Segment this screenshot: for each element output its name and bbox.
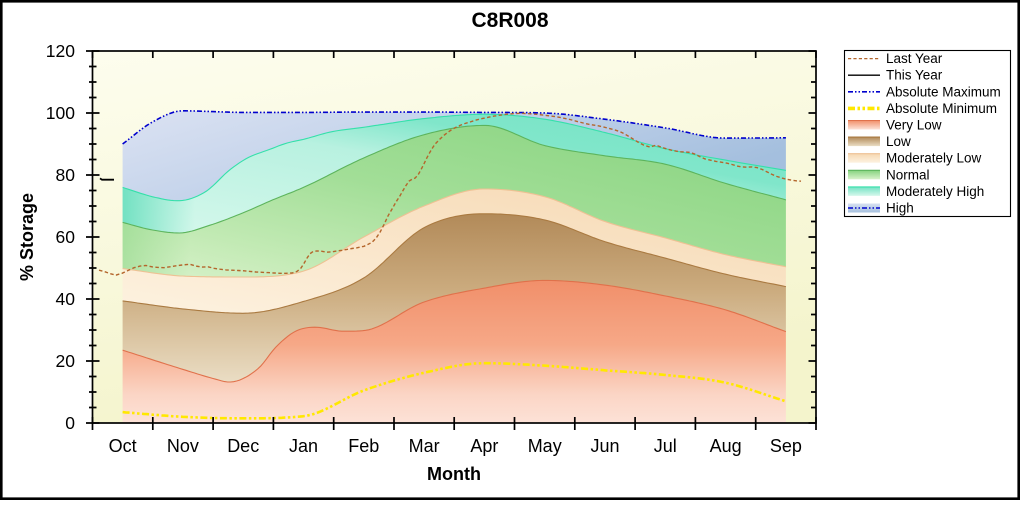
svg-text:Absolute Minimum: Absolute Minimum bbox=[886, 101, 997, 116]
svg-text:Jan: Jan bbox=[289, 436, 318, 456]
svg-text:Jun: Jun bbox=[590, 436, 619, 456]
svg-text:0: 0 bbox=[65, 413, 75, 433]
svg-text:Moderately High: Moderately High bbox=[886, 184, 984, 199]
svg-text:Last Year: Last Year bbox=[886, 51, 943, 66]
svg-text:Month: Month bbox=[427, 464, 481, 484]
svg-text:100: 100 bbox=[46, 103, 75, 123]
svg-text:Dec: Dec bbox=[227, 436, 259, 456]
svg-text:Very Low: Very Low bbox=[886, 118, 942, 133]
svg-text:High: High bbox=[886, 201, 914, 216]
svg-text:20: 20 bbox=[56, 351, 76, 371]
svg-text:60: 60 bbox=[56, 227, 76, 247]
svg-text:May: May bbox=[528, 436, 562, 456]
svg-text:Sep: Sep bbox=[770, 436, 802, 456]
svg-text:40: 40 bbox=[56, 289, 76, 309]
svg-text:This Year: This Year bbox=[886, 68, 943, 83]
svg-text:120: 120 bbox=[46, 41, 75, 61]
svg-text:Absolute Maximum: Absolute Maximum bbox=[886, 84, 1001, 99]
svg-text:Jul: Jul bbox=[654, 436, 677, 456]
svg-text:Oct: Oct bbox=[109, 436, 137, 456]
svg-text:Normal: Normal bbox=[886, 167, 930, 182]
svg-text:Apr: Apr bbox=[470, 436, 498, 456]
svg-text:80: 80 bbox=[56, 165, 76, 185]
svg-text:Nov: Nov bbox=[167, 436, 199, 456]
svg-text:Aug: Aug bbox=[710, 436, 742, 456]
svg-text:Low: Low bbox=[886, 134, 911, 149]
svg-text:C8R008: C8R008 bbox=[471, 9, 548, 32]
svg-text:Feb: Feb bbox=[348, 436, 379, 456]
svg-text:% Storage: % Storage bbox=[17, 193, 37, 281]
svg-text:Moderately Low: Moderately Low bbox=[886, 151, 982, 166]
svg-text:Mar: Mar bbox=[409, 436, 440, 456]
